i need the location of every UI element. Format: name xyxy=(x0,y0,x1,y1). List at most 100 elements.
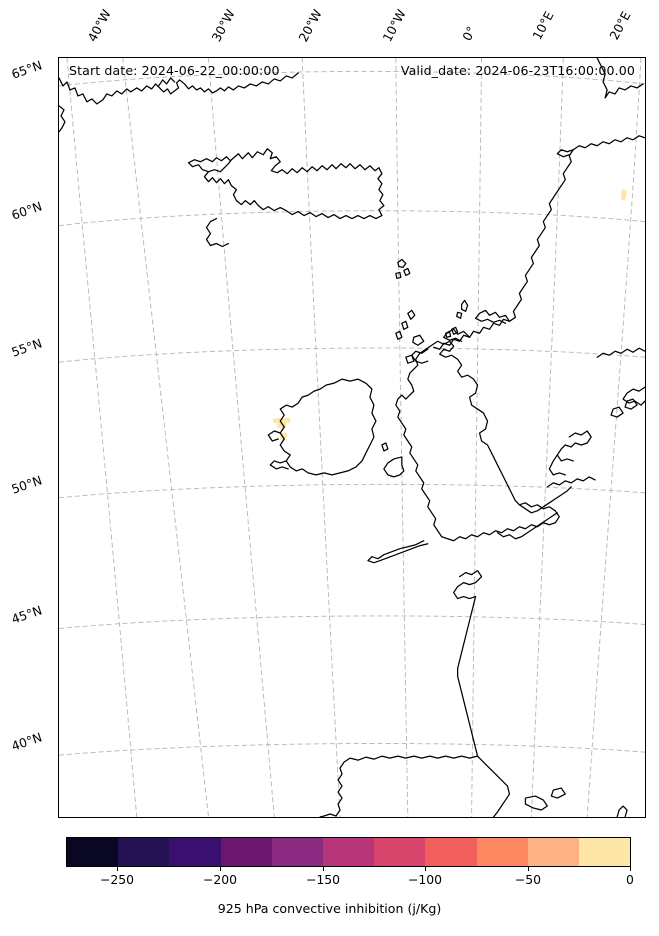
colorbar-bin-7 xyxy=(425,838,477,866)
coast-denmark xyxy=(556,430,592,462)
colorbar-tick-group: −250 −200 −150 −100 −50 0 xyxy=(66,867,634,887)
lon-tick-40W: 40°W xyxy=(84,6,114,45)
meridian-50W xyxy=(66,58,138,817)
meridian-20W xyxy=(301,58,341,817)
colorbar-bin-6 xyxy=(374,838,426,866)
coast-ireland-detail-sw xyxy=(269,460,289,470)
data-patch-norway xyxy=(621,188,628,201)
parallel-40N xyxy=(59,743,645,756)
coast-wales xyxy=(383,456,405,478)
coast-faroe xyxy=(397,258,407,269)
coast-portugal xyxy=(319,813,337,817)
lat-tick-40N: 40°N xyxy=(9,729,44,754)
colorbar-ticklabel-200: −200 xyxy=(202,872,238,887)
coast-greenland-far-west xyxy=(59,105,66,133)
coast-low-countries xyxy=(546,476,596,488)
coast-baltic-edge xyxy=(622,386,645,406)
colorbar-axis-label: 925 hPa convective inhibition (j/Kg) xyxy=(217,901,442,916)
coast-islay xyxy=(405,354,415,364)
meridian-0 xyxy=(471,58,483,817)
coastlines xyxy=(59,58,645,817)
lon-tick-10E: 10°E xyxy=(529,8,557,43)
coast-iceland-nw-peninsula xyxy=(187,156,232,173)
coast-greenland-inlet xyxy=(158,77,176,87)
lon-tick-10W: 10°W xyxy=(379,6,409,45)
coast-norway-north xyxy=(560,135,645,187)
colorbar-bin-3 xyxy=(220,838,272,866)
lat-tick-60N: 60°N xyxy=(9,198,44,223)
lat-tick-50N: 50°N xyxy=(9,472,44,497)
cin-data-layer xyxy=(273,188,628,440)
colorbar-bin-8 xyxy=(476,838,528,866)
colorbar-tickmark-200 xyxy=(220,867,221,871)
colorbar-bin-5 xyxy=(322,838,375,866)
parallel-65N xyxy=(59,70,645,87)
coast-sweden-south xyxy=(596,347,645,358)
coast-iceland xyxy=(203,148,385,220)
colorbar-tickmark-0 xyxy=(630,867,631,871)
coast-greenland xyxy=(59,72,299,105)
coast-balearic-2 xyxy=(550,787,566,799)
lon-tick-0: 0° xyxy=(459,23,479,44)
lat-tick-55N: 55°N xyxy=(9,335,44,360)
coast-france-biscay xyxy=(457,595,479,757)
coast-hebrides-3 xyxy=(395,330,403,340)
coast-hebrides xyxy=(407,309,416,320)
colorbar-ticklabel-150: −150 xyxy=(305,872,341,887)
map-canvas xyxy=(59,58,645,817)
parallel-50N xyxy=(59,483,645,499)
colorbar-ticklabel-250: −250 xyxy=(99,872,135,887)
meridian-30W xyxy=(208,58,275,817)
colorbar-bin-1 xyxy=(118,838,170,866)
meridian-10W xyxy=(395,58,409,817)
lon-tick-20E: 20°E xyxy=(606,8,634,43)
coast-norway-fjords-b xyxy=(443,328,471,342)
coast-norway-fjords-a xyxy=(474,309,511,324)
parallel-60N xyxy=(59,210,645,227)
meridian-40W xyxy=(122,58,209,817)
colorbar-bin-10 xyxy=(578,838,631,866)
coast-balearic-1 xyxy=(524,795,548,811)
coast-jutland xyxy=(548,454,566,476)
lon-tick-20W: 20°W xyxy=(295,6,325,45)
coast-norway-top-edge xyxy=(596,58,608,99)
coast-norway-lofoten xyxy=(556,149,574,158)
colorbar[interactable] xyxy=(66,837,631,867)
colorbar-ticklabel-100: −100 xyxy=(407,872,443,887)
colorbar-tickmark-50 xyxy=(528,867,529,871)
parallel-45N xyxy=(59,615,645,629)
coast-ireland-detail-w xyxy=(267,430,281,442)
coast-scotland-west xyxy=(411,348,429,364)
coast-norway-far-north xyxy=(604,83,644,99)
parallel-55N xyxy=(59,347,645,363)
colorbar-bin-2 xyxy=(169,838,221,866)
colorbar-tickmark-150 xyxy=(323,867,324,871)
coast-great-britain xyxy=(395,340,560,542)
coast-spain-north xyxy=(335,755,479,817)
coast-faroe-2 xyxy=(403,267,411,277)
start-date-annotation: Start date: 2024-06-22_00:00:00 xyxy=(69,63,280,78)
meridian-20E xyxy=(586,58,642,817)
coast-iceland-sw xyxy=(205,217,230,248)
coast-france-channel xyxy=(496,512,558,540)
coast-shetland-2 xyxy=(456,311,463,319)
coast-baltic-islands xyxy=(610,406,624,418)
coast-hebrides-2 xyxy=(401,320,409,330)
coast-skye xyxy=(412,334,425,346)
coast-orkney xyxy=(451,326,459,335)
coast-baltic-islands-2 xyxy=(624,398,638,410)
coast-norway-west xyxy=(433,185,562,350)
coast-cornwall xyxy=(367,540,429,564)
coast-france-brittany xyxy=(453,570,483,600)
colorbar-ticklabel-50: −50 xyxy=(514,872,542,887)
coast-france-north xyxy=(518,486,572,514)
coast-shetland xyxy=(461,299,469,312)
colorbar-bin-9 xyxy=(527,838,579,866)
lon-tick-30W: 30°W xyxy=(208,6,238,45)
colorbar-ticklabel-0: 0 xyxy=(626,872,634,887)
lat-tick-65N: 65°N xyxy=(9,57,44,82)
map-axes[interactable]: Start date: 2024-06-22_00:00:00 Valid_da… xyxy=(58,57,646,818)
gridlines xyxy=(59,58,645,817)
meridian-10E xyxy=(530,58,564,817)
